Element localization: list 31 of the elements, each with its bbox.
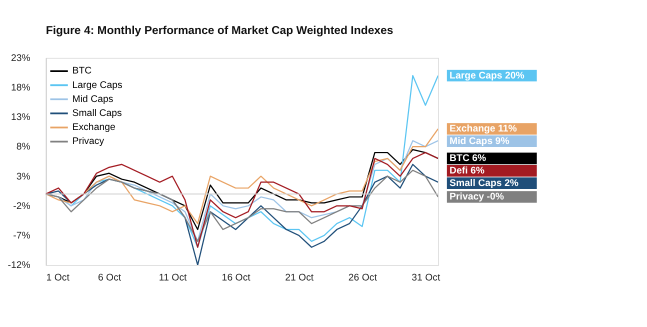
x-tick-label: 31 Oct [412,272,440,284]
x-tick-label: 11 Oct [158,272,188,284]
data-label: Privacy -0% [450,192,504,203]
line-series [46,170,438,242]
x-tick-label: 1 Oct [46,272,70,284]
legend-label: Mid Caps [72,94,114,105]
y-tick-label: 3% [16,171,31,182]
legend-label: Small Caps [72,108,122,120]
y-tick-label: -12% [8,260,31,272]
data-label: Large Caps 20% [450,70,525,82]
y-tick-label: 13% [11,112,31,124]
data-label: Mid Caps 9% [450,136,510,147]
chart-title: Figure 4: Monthly Performance of Market Cap Weighted Indexes [46,25,394,38]
legend-label: Privacy [72,136,104,148]
data-label: Small Caps 2% [450,178,519,189]
y-tick-label: 23% [11,52,31,64]
data-label: Exchange 11% [450,124,518,135]
x-tick-label: 26 Oct [348,272,378,284]
y-tick-label: 18% [11,82,31,94]
x-tick-label: 21 Oct [285,272,314,284]
x-tick-label: 6 Oct [98,272,122,284]
y-tick-label: 8% [16,142,31,153]
y-tick-label: -7% [13,230,31,242]
legend-label: BTC [72,66,92,77]
legend-label: Large Caps [72,80,123,91]
data-label: Defi 6% [450,165,485,176]
x-tick-label: 16 Oct [222,272,251,284]
data-label: BTC 6% [450,153,487,164]
line-series [46,152,438,248]
y-tick-label: -2% [13,200,31,212]
legend-label: Exchange [72,122,116,134]
